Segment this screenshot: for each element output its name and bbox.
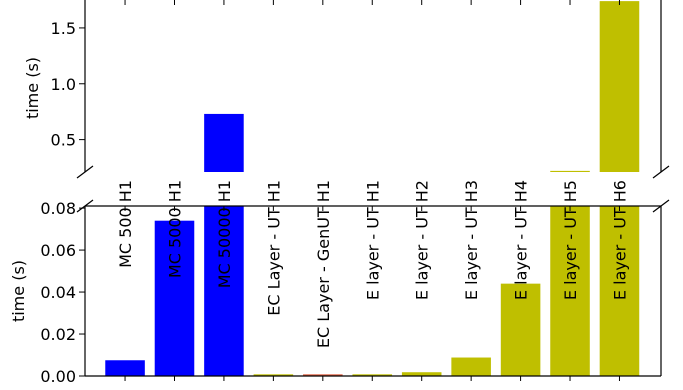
lower-y-ticks: 0.00 0.02 0.04 0.06 0.08 [40,199,85,386]
upper-y-ticks: 0.5 1.0 1.5 [51,19,85,150]
lower-y-tick-label-4: 0.08 [40,199,76,218]
lower-y-tick-label-0: 0.00 [40,367,76,386]
upper-y-axis-label: time (s) [23,57,42,119]
category-label-0: MC 500 H1 [116,180,135,268]
bar-lower-5 [352,374,393,376]
bar-upper-9 [550,170,590,172]
bar-lower-2 [204,206,244,376]
category-label-8: E layer - UT H4 [512,180,531,300]
bar-upper-10 [599,1,640,173]
x-ticks [124,0,620,381]
lower-y-tick-label-2: 0.04 [40,283,76,302]
axis-break-mark-lower-right [652,199,670,213]
bar-lower-4 [303,374,343,376]
axis-break-mark-upper-right [652,165,670,179]
bar-upper-2 [204,113,244,172]
category-labels: MC 500 H1 MC 5000 H1 MC 50000 H1 EC Layer -… [116,180,629,348]
bar-lower-6 [401,372,442,376]
bar-lower-8 [500,283,541,376]
upper-y-tick-label-2: 1.5 [51,19,76,38]
upper-y-tick-label-0: 0.5 [51,131,76,150]
category-label-7: E layer - UT H3 [462,180,481,300]
category-label-2: MC 50000 H1 [215,180,234,288]
bar-lower-10 [599,206,640,376]
upper-y-tick-label-1: 1.0 [51,75,76,94]
bar-lower-9 [550,206,590,376]
category-label-4: EC Layer - GenUT H1 [314,180,333,348]
category-label-6: E layer - UT H2 [413,180,432,300]
category-label-1: MC 5000 H1 [165,180,184,278]
upper-panel-bars [204,1,640,173]
bar-lower-1 [154,220,195,376]
lower-y-tick-label-3: 0.06 [40,241,76,260]
category-label-9: E layer - UT H5 [561,180,580,300]
axis-break-mark-upper-left [76,165,94,179]
category-label-5: E layer - UT H1 [363,180,382,300]
bar-lower-3 [253,374,294,376]
lower-y-axis-label: time (s) [9,260,28,322]
category-label-10: E layer - UT H6 [610,180,629,300]
bar-lower-7 [451,357,491,376]
category-label-3: EC Layer - UT H1 [264,180,283,316]
axis-break-mark-lower-left [76,199,94,213]
lower-panel-bars [105,206,640,376]
lower-y-tick-label-1: 0.02 [40,325,76,344]
bar-lower-0 [105,360,145,376]
